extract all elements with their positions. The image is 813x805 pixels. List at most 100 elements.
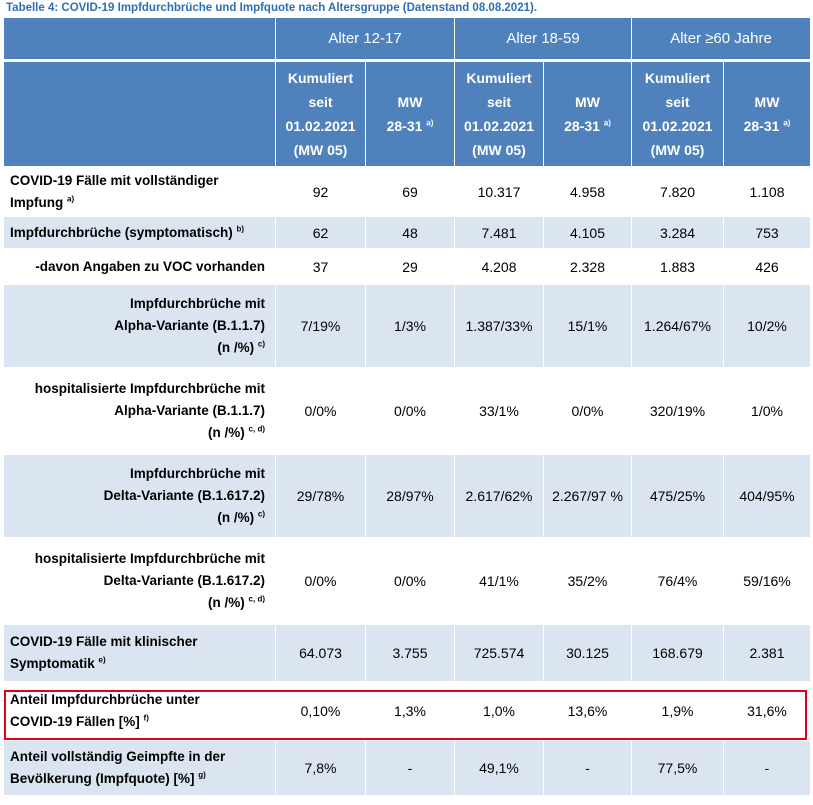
row-label-line: Delta-Variante (B.1.617.2) bbox=[103, 488, 265, 503]
row-label-line: Symptomatik bbox=[10, 656, 95, 671]
table-cell: 48 bbox=[366, 217, 455, 251]
table-cell: 13,6% bbox=[544, 684, 632, 741]
table-cell: 92 bbox=[276, 169, 366, 217]
row-label-line: Alpha-Variante (B.1.1.7) bbox=[114, 403, 265, 418]
table-cell: - bbox=[544, 741, 632, 798]
weekly-header: MW 28-31 a) bbox=[366, 62, 455, 169]
table-cell: 29/78% bbox=[276, 455, 366, 540]
row-label-line: COVID-19 Fälle mit klinischer bbox=[10, 634, 198, 649]
cumulative-header-line: Kumuliert bbox=[466, 70, 532, 86]
weekly-header: MW 28-31 a) bbox=[724, 62, 811, 169]
table-cell: 59/16% bbox=[724, 540, 811, 625]
footnote-marker: c, d) bbox=[248, 424, 265, 434]
footnote-marker: a) bbox=[603, 118, 611, 128]
weekly-header-line: MW bbox=[575, 94, 600, 110]
row-label-line: hospitalisierte Impfdurchbrüche mit bbox=[34, 551, 265, 566]
weekly-header-line: 28-31 bbox=[386, 118, 423, 134]
weekly-header-line: MW bbox=[754, 94, 780, 110]
weekly-header-line: MW bbox=[397, 94, 423, 110]
row-label: -davon Angaben zu VOC vorhanden bbox=[4, 251, 276, 285]
table-cell: 10/2% bbox=[724, 285, 811, 370]
row-label-line: Impfdurchbrüche mit bbox=[129, 296, 265, 311]
table-cell: - bbox=[724, 741, 811, 798]
footnote-marker: b) bbox=[236, 224, 245, 233]
table-cell: 1.387/33% bbox=[455, 285, 544, 370]
cumulative-header-line: 01.02.2021 bbox=[463, 118, 535, 134]
cumulative-header-line: Kumuliert bbox=[287, 70, 354, 86]
row-label: hospitalisierte Impfdurchbrüche mit Alpha… bbox=[4, 370, 276, 455]
row-label-line: Impfung bbox=[10, 194, 64, 210]
cumulative-header-line: 01.02.2021 bbox=[285, 118, 356, 134]
row-label: COVID-19 Fälle mit klinischer Symptomatik… bbox=[4, 625, 276, 684]
header-corner bbox=[4, 18, 276, 62]
row-label: Impfdurchbrüche (symptomatisch) b) bbox=[4, 217, 276, 251]
table-cell: 77,5% bbox=[632, 741, 724, 798]
table-cell: 62 bbox=[276, 217, 366, 251]
table-cell: 1,0% bbox=[455, 684, 544, 741]
table-cell: 404/95% bbox=[724, 455, 811, 540]
cumulative-header: Kumuliert seit 01.02.2021 (MW 05) bbox=[455, 62, 544, 169]
table-cell: 4.105 bbox=[544, 217, 632, 251]
row-label-line: Bevölkerung (Impfquote) [%] bbox=[10, 771, 195, 786]
table-cell: 41/1% bbox=[455, 540, 544, 625]
table-cell: 3.284 bbox=[632, 217, 724, 251]
table-cell: 475/25% bbox=[632, 455, 724, 540]
table-cell: 76/4% bbox=[632, 540, 724, 625]
table-cell: 69 bbox=[366, 169, 455, 217]
table-cell: 0/0% bbox=[366, 540, 455, 625]
row-label-line: Alpha-Variante (B.1.1.7) bbox=[114, 318, 265, 333]
table-cell: 1.883 bbox=[632, 251, 724, 285]
row-label-line: (n /%) bbox=[217, 340, 255, 355]
table-row: Anteil Impfdurchbrüche unter COVID-19 Fäl… bbox=[4, 684, 811, 741]
cumulative-header-line: Kumuliert bbox=[644, 70, 711, 86]
table-cell: 168.679 bbox=[632, 625, 724, 684]
cumulative-header-line: seit bbox=[486, 94, 512, 110]
row-label-line: -davon Angaben zu VOC vorhanden bbox=[35, 258, 265, 274]
table-cell: 3.755 bbox=[366, 625, 455, 684]
table-row: COVID-19 Fälle mit vollständiger Impfung … bbox=[4, 169, 811, 217]
table-row: hospitalisierte Impfdurchbrüche mit Delta… bbox=[4, 540, 811, 625]
table-cell: 31,6% bbox=[724, 684, 811, 741]
table-cell: 1/0% bbox=[724, 370, 811, 455]
table-cell: 426 bbox=[724, 251, 811, 285]
table-cell: 7.820 bbox=[632, 169, 724, 217]
table-cell: 753 bbox=[724, 217, 811, 251]
table-cell: 35/2% bbox=[544, 540, 632, 625]
table-cell: 2.328 bbox=[544, 251, 632, 285]
table-cell: 7.481 bbox=[455, 217, 544, 251]
row-label: hospitalisierte Impfdurchbrüche mit Delta… bbox=[4, 540, 276, 625]
table-row: Impfdurchbrüche mit Alpha-Variante (B.1.1… bbox=[4, 285, 811, 370]
vaccination-table: Alter 12-17 Alter 18-59 Alter ≥60 Jahre … bbox=[4, 18, 811, 798]
table-cell: 0/0% bbox=[276, 370, 366, 455]
footnote-marker: e) bbox=[98, 655, 106, 665]
row-label-line: hospitalisierte Impfdurchbrüche mit bbox=[34, 381, 265, 396]
cumulative-header-line: (MW 05) bbox=[293, 142, 348, 158]
table-row: Impfdurchbrüche mit Delta-Variante (B.1.6… bbox=[4, 455, 811, 540]
table-cell: 1/3% bbox=[366, 285, 455, 370]
age-group-header: Alter 12-17 bbox=[276, 18, 455, 62]
footnote-marker: a) bbox=[426, 118, 434, 128]
table-cell: 64.073 bbox=[276, 625, 366, 684]
cumulative-header: Kumuliert seit 01.02.2021 (MW 05) bbox=[632, 62, 724, 169]
table-cell: 0/0% bbox=[544, 370, 632, 455]
row-label-line: COVID-19 Fälle mit vollständiger bbox=[10, 172, 219, 188]
table-cell: 7,8% bbox=[276, 741, 366, 798]
row-label-line: (n /%) bbox=[217, 510, 255, 525]
weekly-header-line: 28-31 bbox=[564, 118, 600, 134]
table-row: COVID-19 Fälle mit klinischer Symptomatik… bbox=[4, 625, 811, 684]
footnote-marker: g) bbox=[198, 770, 206, 780]
table-cell: 37 bbox=[276, 251, 366, 285]
table-cell: 4.208 bbox=[455, 251, 544, 285]
footnote-marker: c) bbox=[257, 509, 265, 519]
cumulative-header-line: (MW 05) bbox=[650, 142, 705, 158]
cumulative-header-line: (MW 05) bbox=[472, 142, 526, 158]
row-label-line: Anteil Impfdurchbrüche unter bbox=[10, 692, 200, 707]
row-label-line: Impfdurchbrüche mit bbox=[129, 466, 265, 481]
table-cell: - bbox=[366, 741, 455, 798]
table-cell: 28/97% bbox=[366, 455, 455, 540]
table-row: hospitalisierte Impfdurchbrüche mit Alpha… bbox=[4, 370, 811, 455]
cumulative-header-line: seit bbox=[665, 94, 690, 110]
row-label: Impfdurchbrüche mit Delta-Variante (B.1.6… bbox=[4, 455, 276, 540]
weekly-header: MW 28-31 a) bbox=[544, 62, 632, 169]
table-cell: 29 bbox=[366, 251, 455, 285]
